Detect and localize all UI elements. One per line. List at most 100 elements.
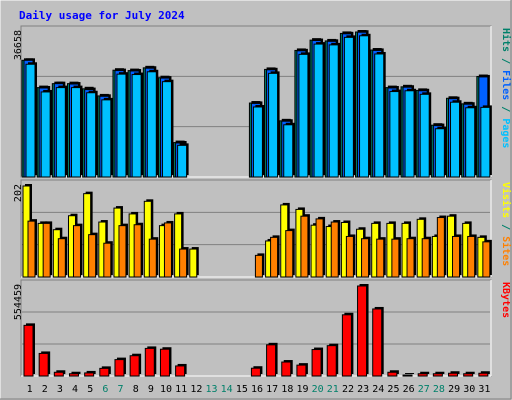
bar-pages-day-2 xyxy=(40,91,51,178)
bar-kbytes-day-29-shadow xyxy=(450,371,460,374)
bar-kbytes-day-24 xyxy=(372,308,383,377)
bar-kbytes-day-17 xyxy=(266,344,277,377)
bar-sites-day-29 xyxy=(452,235,461,278)
day-label-26: 26 xyxy=(403,384,415,395)
day-label-18: 18 xyxy=(281,384,293,395)
bar-sites-day-7 xyxy=(118,225,127,278)
bar-kbytes-day-31-shadow xyxy=(480,371,490,374)
bar-sites-day-19 xyxy=(300,215,309,278)
bar-pages-day-21 xyxy=(328,44,339,178)
day-label-15: 15 xyxy=(236,384,248,395)
panel-bot-max-label: 554459 xyxy=(13,284,24,320)
bar-kbytes-day-8 xyxy=(129,355,140,377)
bar-pages-day-18 xyxy=(283,124,294,178)
day-label-31: 31 xyxy=(478,384,490,395)
bar-kbytes-day-29 xyxy=(448,372,459,377)
panel-mid-legend-part: Sites xyxy=(500,236,512,266)
bar-pages-day-11 xyxy=(177,144,188,178)
day-label-29: 29 xyxy=(448,384,460,395)
bar-sites-day-10 xyxy=(163,222,172,278)
bar-sites-day-24 xyxy=(376,238,385,278)
bar-sites-day-27 xyxy=(421,238,430,278)
bar-kbytes-day-30 xyxy=(463,373,474,377)
bar-sites-day-4 xyxy=(72,225,81,278)
bar-kbytes-day-10 xyxy=(159,348,170,377)
bar-sites-day-2 xyxy=(42,222,51,278)
bar-pages-day-6 xyxy=(101,99,112,178)
panel-top: 36658 Hits / Files / Pages xyxy=(13,25,512,178)
bar-sites-day-30 xyxy=(467,235,476,278)
day-label-30: 30 xyxy=(463,384,475,395)
day-label-8: 8 xyxy=(133,384,139,395)
panel-mid-max-label: 202 xyxy=(13,184,24,202)
bar-pages-day-19 xyxy=(298,53,309,178)
bar-pages-day-23 xyxy=(359,35,370,178)
bar-sites-day-1 xyxy=(27,220,36,278)
bar-pages-day-26 xyxy=(404,90,415,178)
day-label-19: 19 xyxy=(296,384,308,395)
panel-bot-series-legend: KBytes xyxy=(500,282,511,318)
bar-kbytes-day-28-shadow xyxy=(435,371,445,374)
bar-kbytes-day-22 xyxy=(341,314,352,377)
bar-pages-day-25 xyxy=(389,91,400,178)
bar-visits-day-12 xyxy=(189,248,198,278)
bar-kbytes-day-26 xyxy=(402,374,413,377)
panel-mid: 202 Visits / Sites xyxy=(13,179,512,278)
bar-sites-day-21 xyxy=(330,221,339,278)
bar-sites-day-11 xyxy=(179,248,188,278)
day-label-10: 10 xyxy=(160,384,172,395)
bar-sites-day-22 xyxy=(345,235,354,278)
bar-sites-day-28 xyxy=(436,217,445,278)
day-label-17: 17 xyxy=(266,384,278,395)
bar-kbytes-day-20 xyxy=(311,349,322,377)
day-label-6: 6 xyxy=(102,384,108,395)
day-label-7: 7 xyxy=(118,384,124,395)
panel-top-series-legend: Hits / Files / Pages xyxy=(500,28,512,148)
day-label-22: 22 xyxy=(342,384,354,395)
bar-pages-day-5 xyxy=(86,92,97,178)
day-label-24: 24 xyxy=(372,384,384,395)
bar-pages-day-28 xyxy=(434,128,445,178)
bar-pages-day-10 xyxy=(161,81,172,178)
panel-top-legend-part: Files xyxy=(500,70,512,100)
bar-pages-day-17 xyxy=(268,72,279,178)
bar-pages-day-22 xyxy=(343,36,354,178)
panel-mid-series-legend: Visits / Sites xyxy=(500,182,512,266)
bar-sites-day-26 xyxy=(406,238,415,278)
chart-panels: 36658 Hits / Files / Pages 202 Visits / Sit… xyxy=(13,25,512,377)
bar-kbytes-day-27-shadow xyxy=(420,371,430,374)
day-label-13: 13 xyxy=(205,384,217,395)
day-label-4: 4 xyxy=(72,384,78,395)
day-label-25: 25 xyxy=(387,384,399,395)
day-label-9: 9 xyxy=(148,384,154,395)
bar-kbytes-day-2 xyxy=(38,352,49,377)
bar-pages-day-30 xyxy=(465,107,476,178)
bar-kbytes-day-11 xyxy=(175,365,186,377)
bar-pages-day-1 xyxy=(25,63,36,178)
bar-pages-day-16 xyxy=(252,106,263,178)
bar-kbytes-day-3 xyxy=(53,371,64,377)
bar-sites-day-18 xyxy=(285,230,294,278)
day-label-23: 23 xyxy=(357,384,369,395)
day-label-3: 3 xyxy=(57,384,63,395)
bar-kbytes-day-28 xyxy=(432,373,443,377)
bar-kbytes-day-26-shadow xyxy=(405,373,415,374)
day-label-14: 14 xyxy=(221,384,233,395)
bar-sites-day-31 xyxy=(482,241,491,278)
bar-kbytes-day-6 xyxy=(99,367,110,377)
bar-pages-day-7 xyxy=(116,73,127,178)
bar-pages-day-3 xyxy=(55,87,66,178)
bar-kbytes-day-27 xyxy=(417,373,428,377)
panel-top-legend-part: Pages xyxy=(500,118,511,148)
day-label-21: 21 xyxy=(327,384,339,395)
bar-pages-day-20 xyxy=(313,43,324,178)
bar-pages-day-27 xyxy=(419,93,430,178)
chart-title: Daily usage for July 2024 xyxy=(19,9,185,22)
bar-sites-day-6 xyxy=(103,242,112,278)
bar-pages-day-29 xyxy=(450,101,461,178)
bar-kbytes-day-16 xyxy=(250,367,261,377)
bar-kbytes-day-4-shadow xyxy=(71,371,81,374)
bar-kbytes-day-1 xyxy=(23,324,34,377)
